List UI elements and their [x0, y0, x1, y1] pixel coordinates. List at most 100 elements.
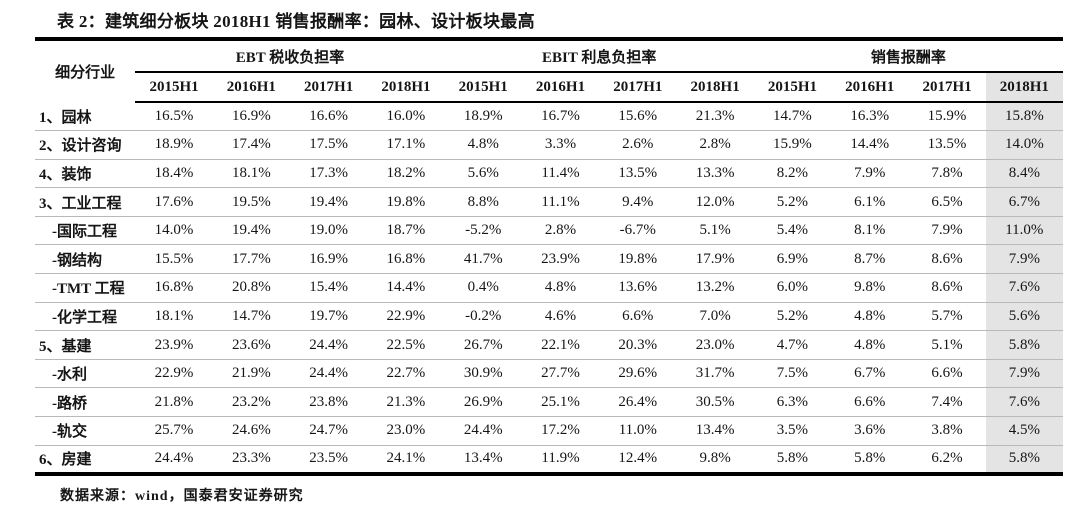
- value-cell: 16.8%: [367, 244, 445, 275]
- value-cell: 8.2%: [753, 159, 832, 189]
- year-header-row: 2015H1 2016H1 2017H1 2018H1 2015H1 2016H1 2017…: [35, 72, 1063, 103]
- value-cell: 19.0%: [289, 216, 368, 246]
- value-cell: 19.5%: [212, 187, 290, 217]
- year-header-cell: 2017H1: [289, 72, 368, 103]
- value-cell: 30.5%: [676, 387, 754, 418]
- group-header: 销售报酬率: [753, 39, 1063, 73]
- value-cell: 15.4%: [289, 273, 368, 303]
- value-cell: 16.8%: [135, 273, 213, 303]
- value-cell: 16.6%: [289, 102, 368, 132]
- value-cell: 23.9%: [521, 244, 600, 275]
- row-label: 6、房建: [39, 452, 92, 469]
- value-cell: 23.8%: [289, 387, 368, 418]
- value-cell: 11.0%: [599, 416, 677, 446]
- value-cell: 4.8%: [444, 130, 522, 160]
- value-cell: -5.2%: [444, 216, 522, 246]
- value-cell: 15.5%: [135, 244, 213, 275]
- table-row: -轨交 25.7% 24.6% 24.7% 23.0% 24.4% 17.2% 11.0% 13…: [35, 416, 1063, 446]
- value-cell: 23.3%: [231, 450, 271, 467]
- value-cell: 19.8%: [599, 244, 677, 275]
- value-cell: 5.6%: [985, 302, 1063, 332]
- value-cell: 5.8%: [985, 330, 1063, 360]
- value-cell: 2.6%: [599, 130, 677, 160]
- table-row: -TMT 工程 16.8% 20.8% 15.4% 14.4% 0.4% 4.8% 13.6%…: [35, 273, 1063, 303]
- value-cell: 20.3%: [599, 330, 677, 360]
- value-cell: 17.3%: [289, 159, 368, 189]
- value-cell: 14.4%: [831, 130, 909, 160]
- value-cell: 8.7%: [831, 244, 909, 275]
- value-cell: 18.1%: [212, 159, 290, 189]
- value-cell: 23.2%: [212, 387, 290, 418]
- value-cell: 7.9%: [985, 359, 1063, 389]
- value-cell: 22.7%: [367, 359, 445, 389]
- value-cell: 20.8%: [212, 273, 290, 303]
- value-cell: 3.5%: [753, 416, 832, 446]
- table-title: 表 2：建筑细分板块 2018H1 销售报酬率：园林、设计板块最高: [57, 12, 535, 31]
- value-cell: 24.4%: [289, 330, 368, 360]
- value-cell: 13.3%: [676, 159, 754, 189]
- table-row: 4、装饰 18.4% 18.1% 17.3% 18.2% 5.6% 11.4% 13.5% 13…: [35, 159, 1063, 189]
- value-cell: 21.8%: [135, 387, 213, 418]
- value-cell: 16.9%: [212, 102, 290, 132]
- row-label: -轨交: [35, 416, 136, 446]
- value-cell: 16.5%: [135, 102, 213, 132]
- value-cell: 13.4%: [676, 416, 754, 446]
- year-header-cell: 2016H1: [831, 72, 909, 103]
- table-body: 1、园林 16.5% 16.9% 16.6% 16.0% 18.9% 16.7% 15.6% 2…: [35, 102, 1063, 474]
- value-cell: 16.0%: [367, 102, 445, 132]
- value-cell: 9.8%: [699, 450, 731, 467]
- value-cell: 19.7%: [289, 302, 368, 332]
- value-cell: 22.1%: [521, 330, 600, 360]
- row-label: 2、设计咨询: [35, 130, 136, 160]
- value-cell: 6.7%: [985, 187, 1063, 217]
- value-cell: 18.9%: [444, 102, 522, 132]
- year-header-cell: 2017H1: [908, 72, 986, 103]
- year-header-cell: 2017H1: [599, 72, 677, 103]
- row-label: -水利: [35, 359, 136, 389]
- value-cell: 4.8%: [831, 330, 909, 360]
- row-label: -国际工程: [35, 216, 136, 246]
- row-label: 1、园林: [35, 102, 136, 132]
- year-header-cell: 2018H1: [367, 72, 445, 103]
- value-cell: 17.9%: [676, 244, 754, 275]
- value-cell: 17.6%: [135, 187, 213, 217]
- value-cell: 29.6%: [599, 359, 677, 389]
- row-label: -路桥: [35, 387, 136, 418]
- year-header-cell: 2015H1: [444, 72, 522, 103]
- value-cell: 23.5%: [309, 450, 348, 467]
- value-cell: 24.7%: [289, 416, 368, 446]
- value-cell: 8.4%: [985, 159, 1063, 189]
- group-header: EBT 税收负担率: [135, 39, 445, 73]
- value-cell: 24.4%: [289, 359, 368, 389]
- value-cell: 6.1%: [831, 187, 909, 217]
- value-cell: 9.4%: [599, 187, 677, 217]
- value-cell: 5.8%: [776, 450, 809, 467]
- table-row: -路桥 21.8% 23.2% 23.8% 21.3% 26.9% 25.1% 26.4% 30…: [35, 387, 1063, 418]
- row-label: -化学工程: [35, 302, 136, 332]
- value-cell: 14.4%: [367, 273, 445, 303]
- value-cell: 7.9%: [908, 216, 986, 246]
- value-cell: 14.0%: [985, 130, 1063, 160]
- value-cell: 5.7%: [908, 302, 986, 332]
- value-cell: 17.4%: [212, 130, 290, 160]
- value-cell: 17.1%: [367, 130, 445, 160]
- value-cell: 27.7%: [521, 359, 600, 389]
- value-cell: 13.5%: [908, 130, 986, 160]
- row-label: 4、装饰: [35, 159, 136, 189]
- row-label: 5、基建: [35, 330, 136, 360]
- value-cell: 8.1%: [831, 216, 909, 246]
- value-cell: 0.4%: [444, 273, 522, 303]
- value-cell: 7.8%: [908, 159, 986, 189]
- value-cell: 7.0%: [676, 302, 754, 332]
- table-row: -水利 22.9% 21.9% 24.4% 22.7% 30.9% 27.7% 29.6% 31…: [35, 359, 1063, 389]
- value-cell: 6.6%: [599, 302, 677, 332]
- data-table: 细分行业 EBT 税收负担率 EBIT 利息负担率 销售报酬率 2015H1 2016H1…: [35, 37, 1063, 476]
- value-cell: 7.9%: [831, 159, 909, 189]
- value-cell: 17.2%: [521, 416, 600, 446]
- year-header-cell: 2015H1: [135, 72, 213, 103]
- value-cell: 26.7%: [444, 330, 522, 360]
- value-cell: 5.1%: [908, 330, 986, 360]
- value-cell: 5.8%: [985, 445, 1063, 474]
- group-header: EBIT 利息负担率: [444, 39, 754, 73]
- value-cell: 24.1%: [386, 450, 426, 467]
